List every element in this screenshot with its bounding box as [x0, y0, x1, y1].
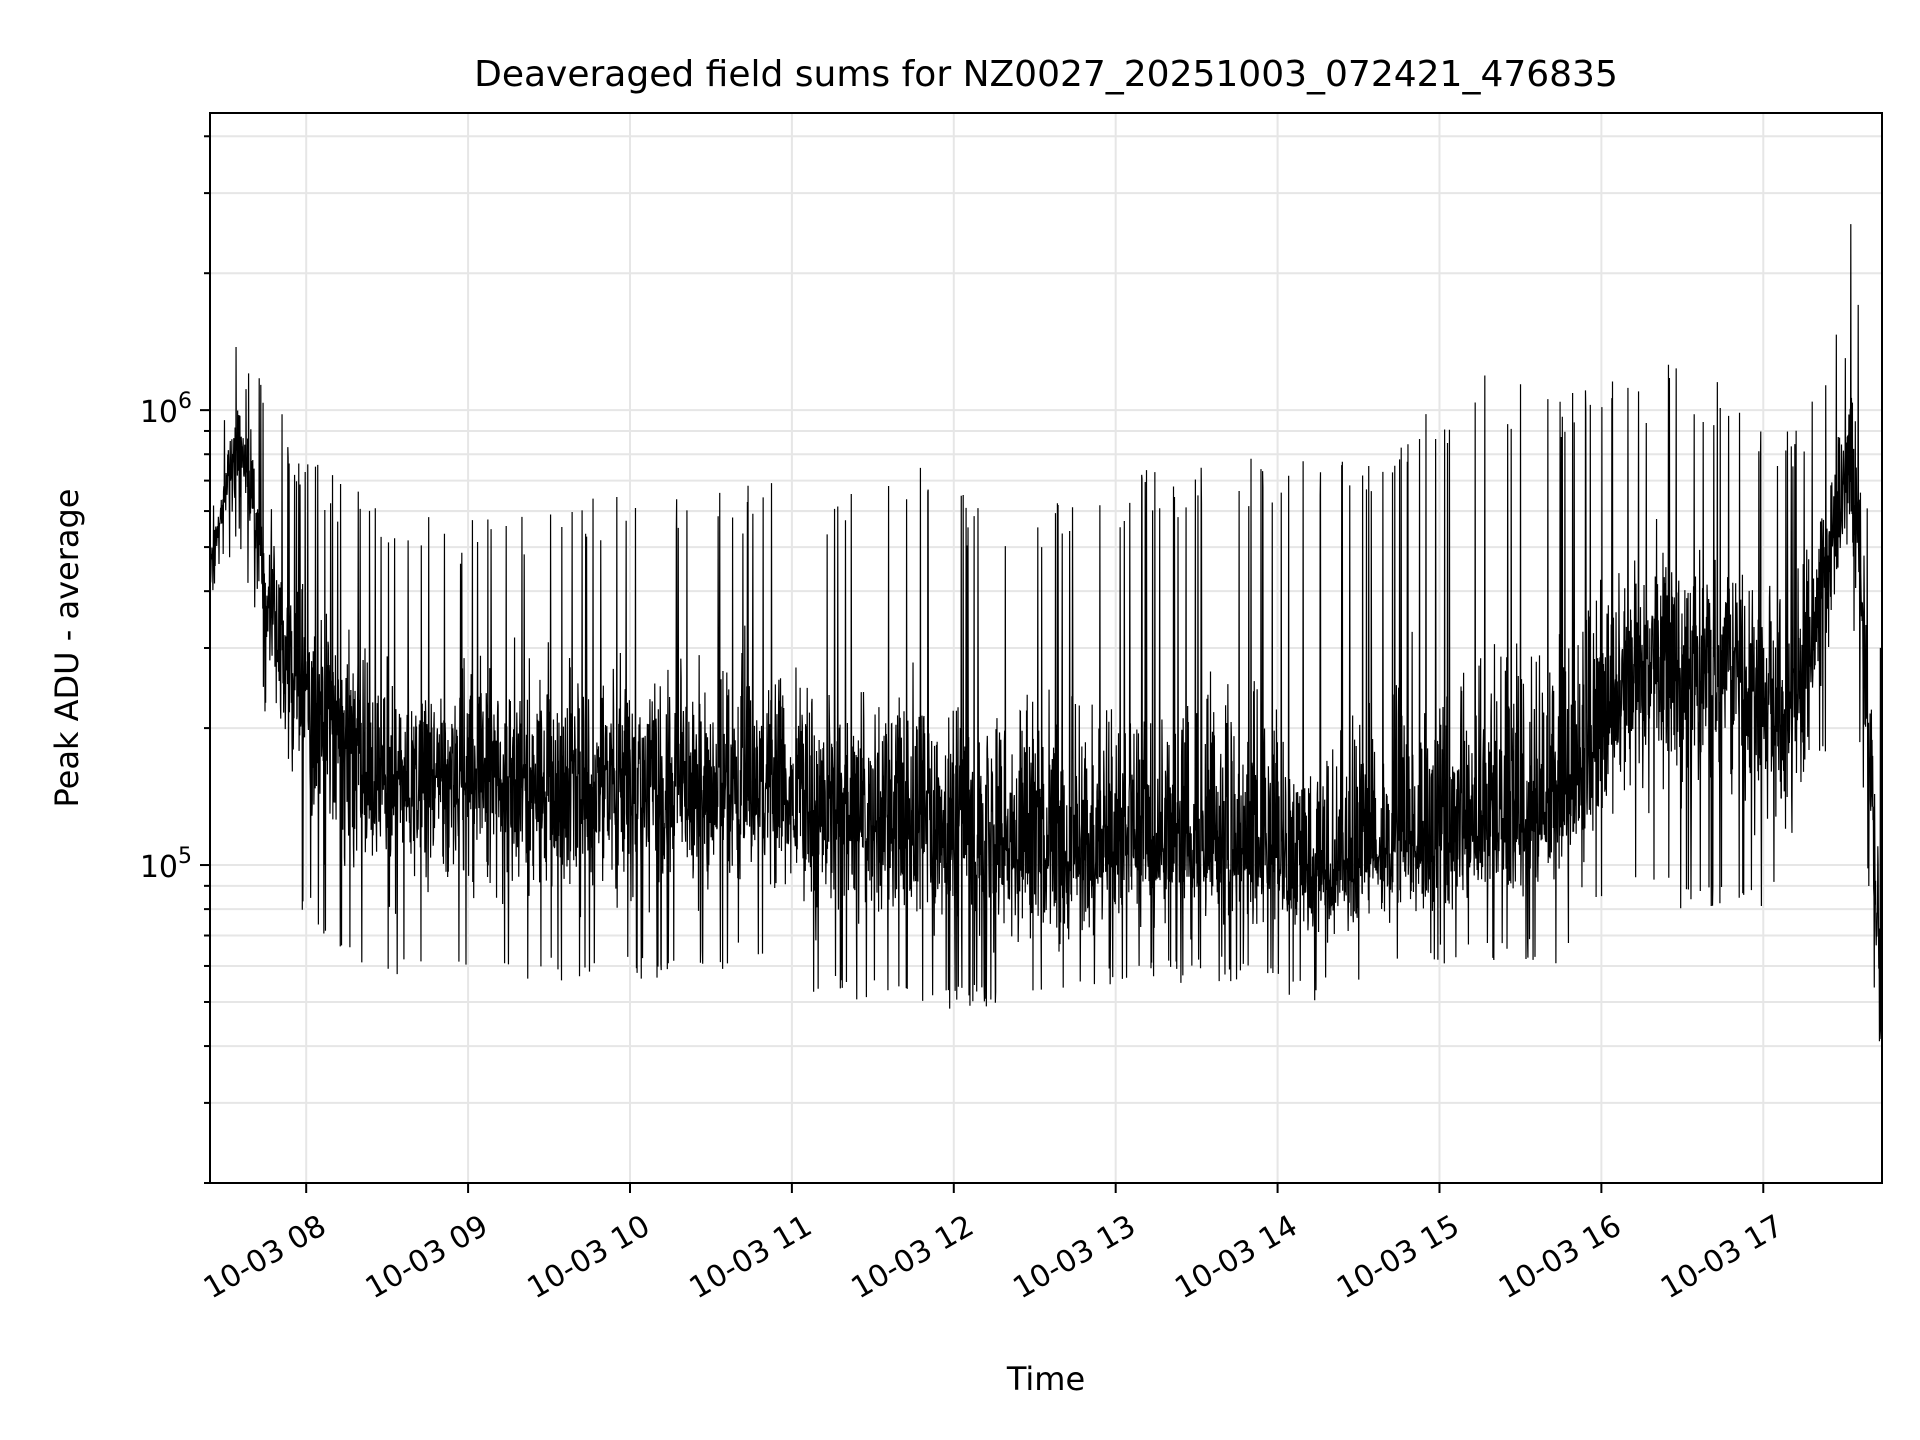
x-axis-label: Time: [1006, 1360, 1085, 1398]
plot-area: [209, 224, 1883, 1054]
y-tick-label: 106: [140, 389, 192, 430]
y-tick-label: 105: [140, 844, 192, 885]
chart-title: Deaveraged field sums for NZ0027_2025100…: [474, 54, 1618, 95]
y-axis-label: Peak ADU - average: [48, 489, 86, 808]
series-line: [209, 224, 1883, 1054]
